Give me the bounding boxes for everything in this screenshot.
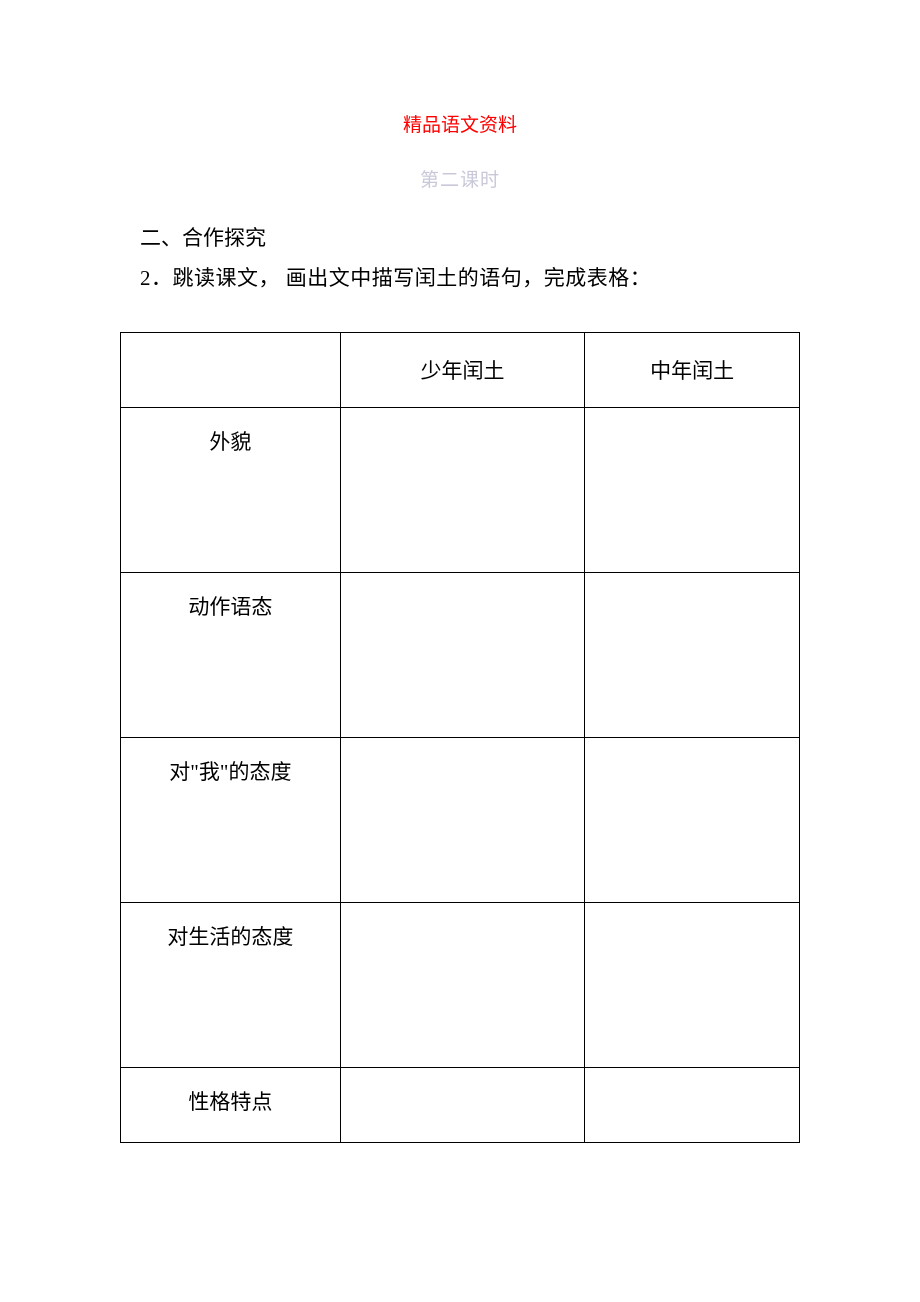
row-label-appearance: 外貌 bbox=[121, 408, 341, 573]
table-header-middle: 中年闰土 bbox=[585, 333, 800, 408]
cell-middle-attitude-me bbox=[585, 738, 800, 903]
row-label-attitude-life: 对生活的态度 bbox=[121, 903, 341, 1068]
comparison-table: 少年闰土 中年闰土 外貌 动作语态 对"我"的态度 对生活的态度 性格特点 bbox=[120, 332, 800, 1143]
cell-young-appearance bbox=[340, 408, 585, 573]
cell-young-attitude-life bbox=[340, 903, 585, 1068]
table-row: 对生活的态度 bbox=[121, 903, 800, 1068]
section-heading: 二、合作探究 bbox=[120, 222, 800, 252]
document-subtitle: 第二课时 bbox=[120, 165, 800, 192]
row-label-action: 动作语态 bbox=[121, 573, 341, 738]
table-header-young: 少年闰土 bbox=[340, 333, 585, 408]
cell-middle-attitude-life bbox=[585, 903, 800, 1068]
table-row: 对"我"的态度 bbox=[121, 738, 800, 903]
row-label-character: 性格特点 bbox=[121, 1068, 341, 1143]
document-header: 精品语文资料 bbox=[120, 110, 800, 137]
table-row: 性格特点 bbox=[121, 1068, 800, 1143]
cell-middle-action bbox=[585, 573, 800, 738]
table-row: 动作语态 bbox=[121, 573, 800, 738]
cell-young-attitude-me bbox=[340, 738, 585, 903]
cell-middle-character bbox=[585, 1068, 800, 1143]
cell-young-character bbox=[340, 1068, 585, 1143]
cell-middle-appearance bbox=[585, 408, 800, 573]
instruction-text: 2．跳读课文， 画出文中描写闰土的语句，完成表格： bbox=[120, 262, 800, 292]
table-header-empty bbox=[121, 333, 341, 408]
table-header-row: 少年闰土 中年闰土 bbox=[121, 333, 800, 408]
table-row: 外貌 bbox=[121, 408, 800, 573]
cell-young-action bbox=[340, 573, 585, 738]
row-label-attitude-me: 对"我"的态度 bbox=[121, 738, 341, 903]
